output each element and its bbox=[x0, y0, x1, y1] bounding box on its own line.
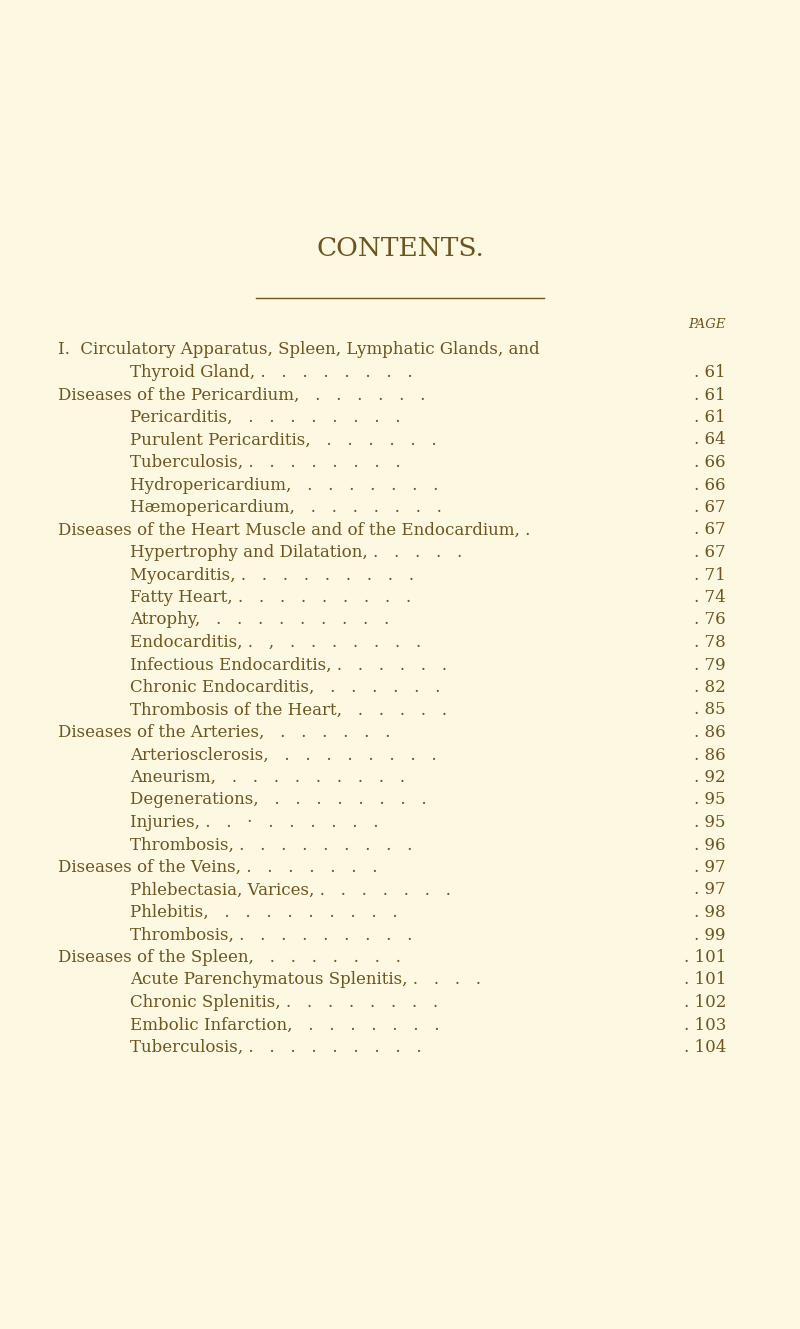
Text: Acute Parenchymatous Splenitis, .   .   .   .: Acute Parenchymatous Splenitis, . . . . bbox=[130, 971, 481, 989]
Text: Infectious Endocarditis, .   .   .   .   .   .: Infectious Endocarditis, . . . . . . bbox=[130, 657, 447, 674]
Text: Hypertrophy and Dilatation, .   .   .   .   .: Hypertrophy and Dilatation, . . . . . bbox=[130, 544, 462, 561]
Text: . 82: . 82 bbox=[694, 679, 726, 696]
Text: Chronic Splenitis, .   .   .   .   .   .   .   .: Chronic Splenitis, . . . . . . . . bbox=[130, 994, 438, 1011]
Text: Diseases of the Spleen,   .   .   .   .   .   .   .: Diseases of the Spleen, . . . . . . . bbox=[58, 949, 401, 966]
Text: Tuberculosis, .   .   .   .   .   .   .   .: Tuberculosis, . . . . . . . . bbox=[130, 455, 401, 470]
Text: Hæmopericardium,   .   .   .   .   .   .   .: Hæmopericardium, . . . . . . . bbox=[130, 498, 442, 516]
Text: Endocarditis, .   ,   .   .   .   .   .   .   .: Endocarditis, . , . . . . . . . bbox=[130, 634, 421, 651]
Text: Phlebitis,   .   .   .   .   .   .   .   .   .: Phlebitis, . . . . . . . . . bbox=[130, 904, 398, 921]
Text: Phlebectasia, Varices, .   .   .   .   .   .   .: Phlebectasia, Varices, . . . . . . . bbox=[130, 881, 451, 898]
Text: PAGE: PAGE bbox=[689, 319, 726, 331]
Text: Aneurism,   .   .   .   .   .   .   .   .   .: Aneurism, . . . . . . . . . bbox=[130, 769, 405, 785]
Text: . 61: . 61 bbox=[694, 364, 726, 381]
Text: Arteriosclerosis,   .   .   .   .   .   .   .   .: Arteriosclerosis, . . . . . . . . bbox=[130, 747, 437, 763]
Text: . 96: . 96 bbox=[694, 836, 726, 853]
Text: . 64: . 64 bbox=[694, 432, 726, 448]
Text: . 71: . 71 bbox=[694, 566, 726, 583]
Text: Pericarditis,   .   .   .   .   .   .   .   .: Pericarditis, . . . . . . . . bbox=[130, 409, 401, 427]
Text: CONTENTS.: CONTENTS. bbox=[316, 235, 484, 260]
Text: . 102: . 102 bbox=[684, 994, 726, 1011]
Text: . 92: . 92 bbox=[694, 769, 726, 785]
Text: . 67: . 67 bbox=[694, 498, 726, 516]
Text: Degenerations,   .   .   .   .   .   .   .   .: Degenerations, . . . . . . . . bbox=[130, 792, 426, 808]
Text: Injuries, .   .   ·   .   .   .   .   .   .: Injuries, . . · . . . . . . bbox=[130, 813, 378, 831]
Text: . 95: . 95 bbox=[694, 813, 726, 831]
Text: Purulent Pericarditis,   .   .   .   .   .   .: Purulent Pericarditis, . . . . . . bbox=[130, 432, 437, 448]
Text: . 104: . 104 bbox=[684, 1039, 726, 1057]
Text: . 79: . 79 bbox=[694, 657, 726, 674]
Text: . 86: . 86 bbox=[694, 724, 726, 742]
Text: . 97: . 97 bbox=[694, 881, 726, 898]
Text: . 99: . 99 bbox=[694, 926, 726, 944]
Text: . 86: . 86 bbox=[694, 747, 726, 763]
Text: . 61: . 61 bbox=[694, 409, 726, 427]
Text: . 74: . 74 bbox=[694, 589, 726, 606]
Text: Embolic Infarction,   .   .   .   .   .   .   .: Embolic Infarction, . . . . . . . bbox=[130, 1017, 439, 1034]
Text: . 101: . 101 bbox=[684, 971, 726, 989]
Text: . 61: . 61 bbox=[694, 387, 726, 404]
Text: Tuberculosis, .   .   .   .   .   .   .   .   .: Tuberculosis, . . . . . . . . . bbox=[130, 1039, 422, 1057]
Text: Thrombosis of the Heart,   .   .   .   .   .: Thrombosis of the Heart, . . . . . bbox=[130, 702, 447, 719]
Text: . 98: . 98 bbox=[694, 904, 726, 921]
Text: . 97: . 97 bbox=[694, 859, 726, 876]
Text: Diseases of the Arteries,   .   .   .   .   .   .: Diseases of the Arteries, . . . . . . bbox=[58, 724, 390, 742]
Text: Diseases of the Heart Muscle and of the Endocardium, .: Diseases of the Heart Muscle and of the … bbox=[58, 521, 530, 538]
Text: . 85: . 85 bbox=[694, 702, 726, 719]
Text: Diseases of the Pericardium,   .   .   .   .   .   .: Diseases of the Pericardium, . . . . . . bbox=[58, 387, 426, 404]
Text: . 66: . 66 bbox=[694, 455, 726, 470]
Text: Thrombosis, .   .   .   .   .   .   .   .   .: Thrombosis, . . . . . . . . . bbox=[130, 926, 412, 944]
Text: Atrophy,   .   .   .   .   .   .   .   .   .: Atrophy, . . . . . . . . . bbox=[130, 611, 390, 629]
Text: Myocarditis, .   .   .   .   .   .   .   .   .: Myocarditis, . . . . . . . . . bbox=[130, 566, 414, 583]
Text: . 95: . 95 bbox=[694, 792, 726, 808]
Text: Thyroid Gland, .   .   .   .   .   .   .   .: Thyroid Gland, . . . . . . . . bbox=[130, 364, 413, 381]
Text: . 78: . 78 bbox=[694, 634, 726, 651]
Text: Chronic Endocarditis,   .   .   .   .   .   .: Chronic Endocarditis, . . . . . . bbox=[130, 679, 440, 696]
Text: . 66: . 66 bbox=[694, 477, 726, 493]
Text: Fatty Heart, .   .   .   .   .   .   .   .   .: Fatty Heart, . . . . . . . . . bbox=[130, 589, 411, 606]
Text: I.  Circulatory Apparatus, Spleen, Lymphatic Glands, and: I. Circulatory Apparatus, Spleen, Lympha… bbox=[58, 342, 540, 359]
Text: Hydropericardium,   .   .   .   .   .   .   .: Hydropericardium, . . . . . . . bbox=[130, 477, 438, 493]
Text: Diseases of the Veins, .   .   .   .   .   .   .: Diseases of the Veins, . . . . . . . bbox=[58, 859, 378, 876]
Text: Thrombosis, .   .   .   .   .   .   .   .   .: Thrombosis, . . . . . . . . . bbox=[130, 836, 412, 853]
Text: . 67: . 67 bbox=[694, 544, 726, 561]
Text: . 67: . 67 bbox=[694, 521, 726, 538]
Text: . 101: . 101 bbox=[684, 949, 726, 966]
Text: . 103: . 103 bbox=[684, 1017, 726, 1034]
Text: . 76: . 76 bbox=[694, 611, 726, 629]
